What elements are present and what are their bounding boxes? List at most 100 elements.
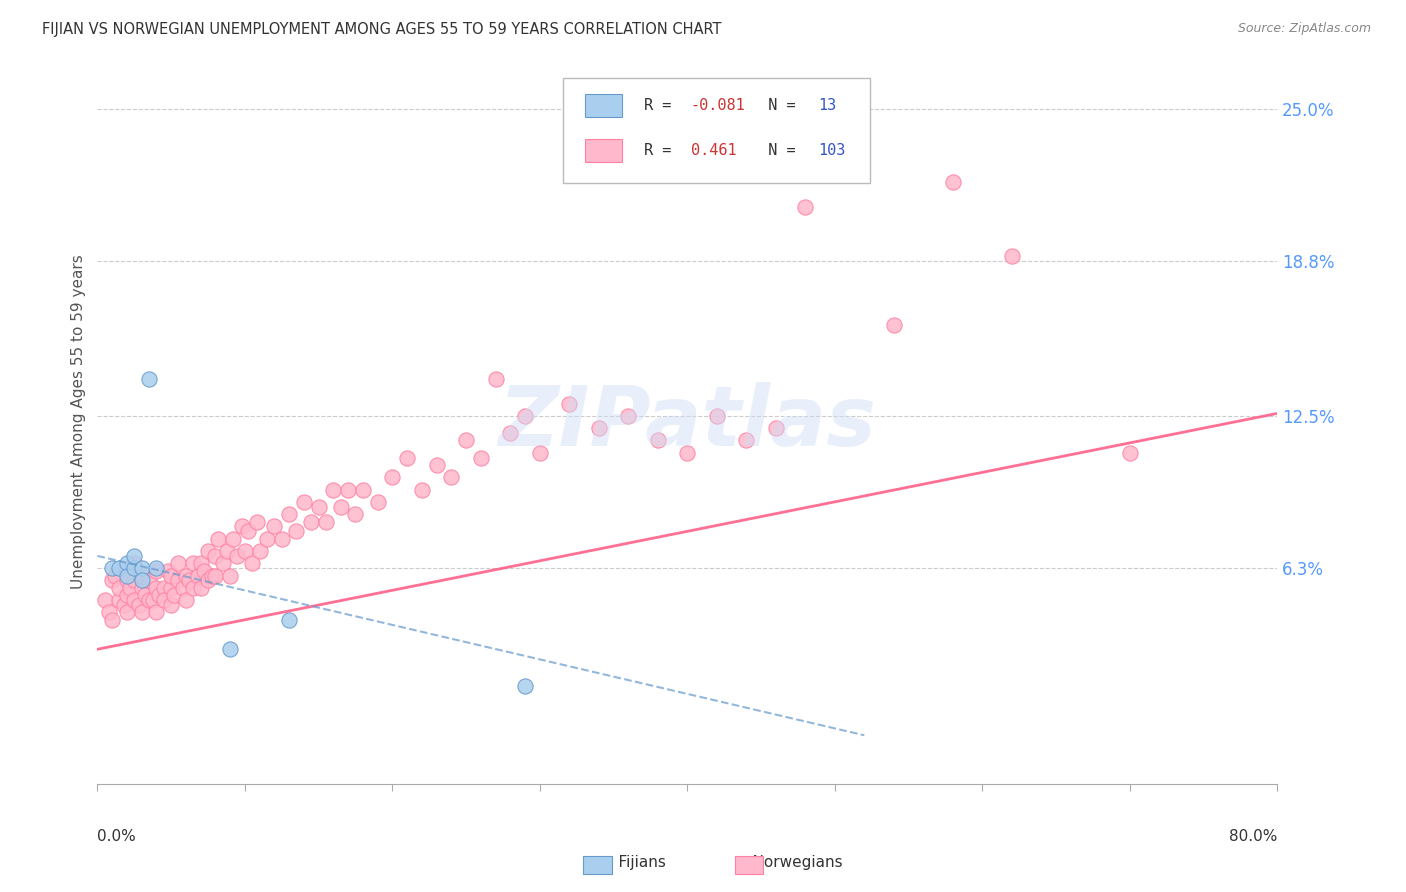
Point [219, 642, 242, 657]
Point [204, 549, 226, 563]
Point [454, 434, 477, 448]
Text: 80.0%: 80.0% [1229, 829, 1277, 844]
Point [181, 581, 204, 595]
Text: FIJIAN VS NORWEGIAN UNEMPLOYMENT AMONG AGES 55 TO 59 YEARS CORRELATION CHART: FIJIAN VS NORWEGIAN UNEMPLOYMENT AMONG A… [42, 22, 721, 37]
Point [236, 524, 259, 539]
Point [152, 581, 174, 595]
Point [204, 568, 226, 582]
Text: -0.081: -0.081 [690, 98, 745, 112]
Text: ZIPatlas: ZIPatlas [498, 382, 876, 463]
Point [115, 588, 138, 602]
Point [299, 515, 322, 529]
Point [167, 574, 190, 588]
Point [240, 556, 263, 570]
Point [98, 606, 121, 620]
Point [145, 581, 167, 595]
Point [174, 593, 197, 607]
Point [1119, 446, 1142, 460]
Point [115, 556, 138, 570]
Point [174, 568, 197, 582]
Text: N =: N = [749, 143, 804, 158]
Point [270, 532, 292, 546]
Text: R =: R = [644, 98, 681, 112]
Point [172, 581, 194, 595]
Point [211, 556, 233, 570]
Point [131, 568, 153, 582]
Point [308, 500, 330, 514]
Point [167, 556, 190, 570]
Point [942, 176, 965, 190]
Point [344, 507, 367, 521]
Point [484, 372, 506, 386]
Point [145, 564, 167, 578]
Point [329, 500, 352, 514]
Y-axis label: Unemployment Among Ages 55 to 59 years: Unemployment Among Ages 55 to 59 years [72, 254, 86, 590]
Point [118, 581, 141, 595]
Point [735, 434, 758, 448]
Text: 13: 13 [818, 98, 837, 112]
Point [145, 606, 167, 620]
Point [558, 396, 581, 410]
Point [226, 549, 249, 563]
Point [108, 561, 131, 575]
Point [134, 588, 156, 602]
Point [249, 544, 271, 558]
Point [217, 544, 239, 558]
Point [765, 421, 787, 435]
Text: Norwegians: Norwegians [733, 855, 842, 870]
Point [122, 556, 145, 570]
Point [256, 532, 278, 546]
Point [122, 593, 145, 607]
Text: 0.461: 0.461 [690, 143, 737, 158]
Point [201, 568, 224, 582]
Point [197, 574, 219, 588]
Text: Fijians: Fijians [599, 855, 666, 870]
Point [145, 561, 167, 575]
Point [101, 574, 124, 588]
Point [104, 568, 127, 582]
Point [883, 318, 905, 332]
Point [381, 470, 404, 484]
Point [197, 544, 219, 558]
Point [152, 593, 174, 607]
Point [676, 446, 699, 460]
Point [824, 138, 846, 153]
FancyBboxPatch shape [564, 78, 870, 183]
Point [231, 519, 253, 533]
Point [108, 581, 131, 595]
Text: N =: N = [749, 98, 804, 112]
Point [138, 574, 160, 588]
Point [138, 372, 160, 386]
Point [426, 458, 449, 472]
Point [1001, 249, 1024, 263]
Point [588, 421, 610, 435]
Point [222, 532, 245, 546]
Point [160, 581, 183, 595]
Point [513, 679, 536, 693]
Point [181, 556, 204, 570]
Point [101, 613, 124, 627]
Text: 103: 103 [818, 143, 845, 158]
Text: R =: R = [644, 143, 681, 158]
Point [352, 483, 374, 497]
Point [148, 588, 170, 602]
Point [706, 409, 728, 423]
Point [233, 544, 256, 558]
Point [115, 574, 138, 588]
Point [163, 588, 186, 602]
Point [396, 450, 419, 465]
Point [131, 574, 153, 588]
Point [529, 446, 551, 460]
Text: 0.0%: 0.0% [97, 829, 136, 844]
Point [411, 483, 433, 497]
Point [647, 434, 669, 448]
Point [101, 561, 124, 575]
Point [190, 581, 212, 595]
Point [108, 593, 131, 607]
Point [322, 483, 344, 497]
Point [131, 561, 153, 575]
Point [499, 425, 522, 440]
Point [285, 524, 308, 539]
Point [131, 606, 153, 620]
Point [263, 519, 285, 533]
